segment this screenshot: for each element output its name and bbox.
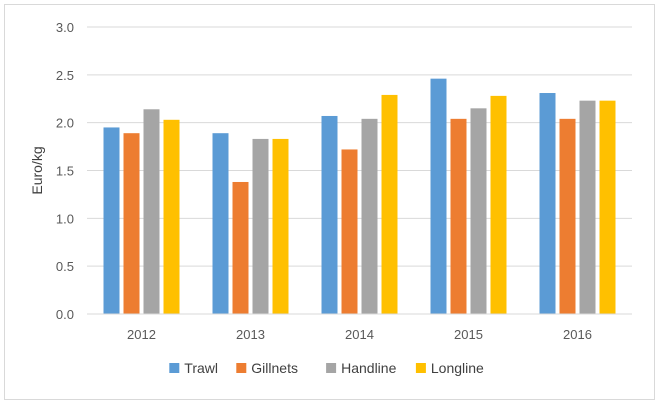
bar-handline-2015: [470, 108, 487, 314]
bar-handline-2012: [143, 109, 160, 314]
y-tick-label: 1.5: [56, 164, 74, 179]
legend-swatch-handline: [326, 363, 337, 373]
bar-handline-2016: [579, 100, 596, 314]
bars: [103, 78, 616, 315]
bar-longline-2012: [163, 119, 180, 315]
legend-label-gillnets: Gillnets: [251, 360, 298, 376]
y-tick-label: 0.0: [56, 307, 74, 322]
legend-label-longline: Longline: [431, 360, 484, 376]
bar-gillnets-2013: [232, 181, 249, 314]
y-tick-label: 2.5: [56, 68, 74, 83]
bar-gillnets-2016: [559, 118, 576, 314]
legend-label-handline: Handline: [341, 360, 396, 376]
bar-trawl-2014: [321, 115, 338, 314]
bar-handline-2013: [252, 138, 269, 314]
legend-swatch-gillnets: [236, 363, 247, 373]
y-axis-title: Euro/kg: [29, 146, 45, 194]
bar-gillnets-2012: [123, 133, 140, 314]
legend: Trawl Gillnets Handline Longline: [169, 360, 484, 376]
bar-longline-2016: [599, 100, 616, 314]
legend-swatch-trawl: [169, 363, 180, 373]
bar-trawl-2016: [539, 93, 556, 314]
bar-longline-2014: [381, 94, 398, 314]
legend-label-trawl: Trawl: [184, 360, 218, 376]
y-tick-label: 2.0: [56, 116, 74, 131]
x-tick-label: 2014: [345, 327, 374, 342]
x-tick-label: 2012: [127, 327, 156, 342]
bar-gillnets-2015: [450, 118, 467, 314]
y-tick-label: 3.0: [56, 20, 74, 35]
bar-handline-2014: [361, 118, 378, 314]
bar-longline-2015: [490, 95, 507, 314]
bar-trawl-2012: [103, 127, 120, 314]
y-tick-label: 1.0: [56, 211, 74, 226]
legend-swatch-longline: [415, 363, 426, 373]
x-tick-label: 2015: [454, 327, 483, 342]
bar-gillnets-2014: [341, 149, 358, 314]
bar-longline-2013: [272, 138, 289, 314]
bar-trawl-2015: [430, 78, 447, 314]
x-tick-label: 2016: [563, 327, 592, 342]
x-axis-ticks: 2012 2013 2014 2015 2016: [127, 327, 592, 342]
bar-trawl-2013: [212, 133, 229, 314]
y-axis-ticks: 0.0 0.5 1.0 1.5 2.0 2.5 3.0: [56, 20, 74, 322]
x-tick-label: 2013: [236, 327, 265, 342]
y-tick-label: 0.5: [56, 259, 74, 274]
